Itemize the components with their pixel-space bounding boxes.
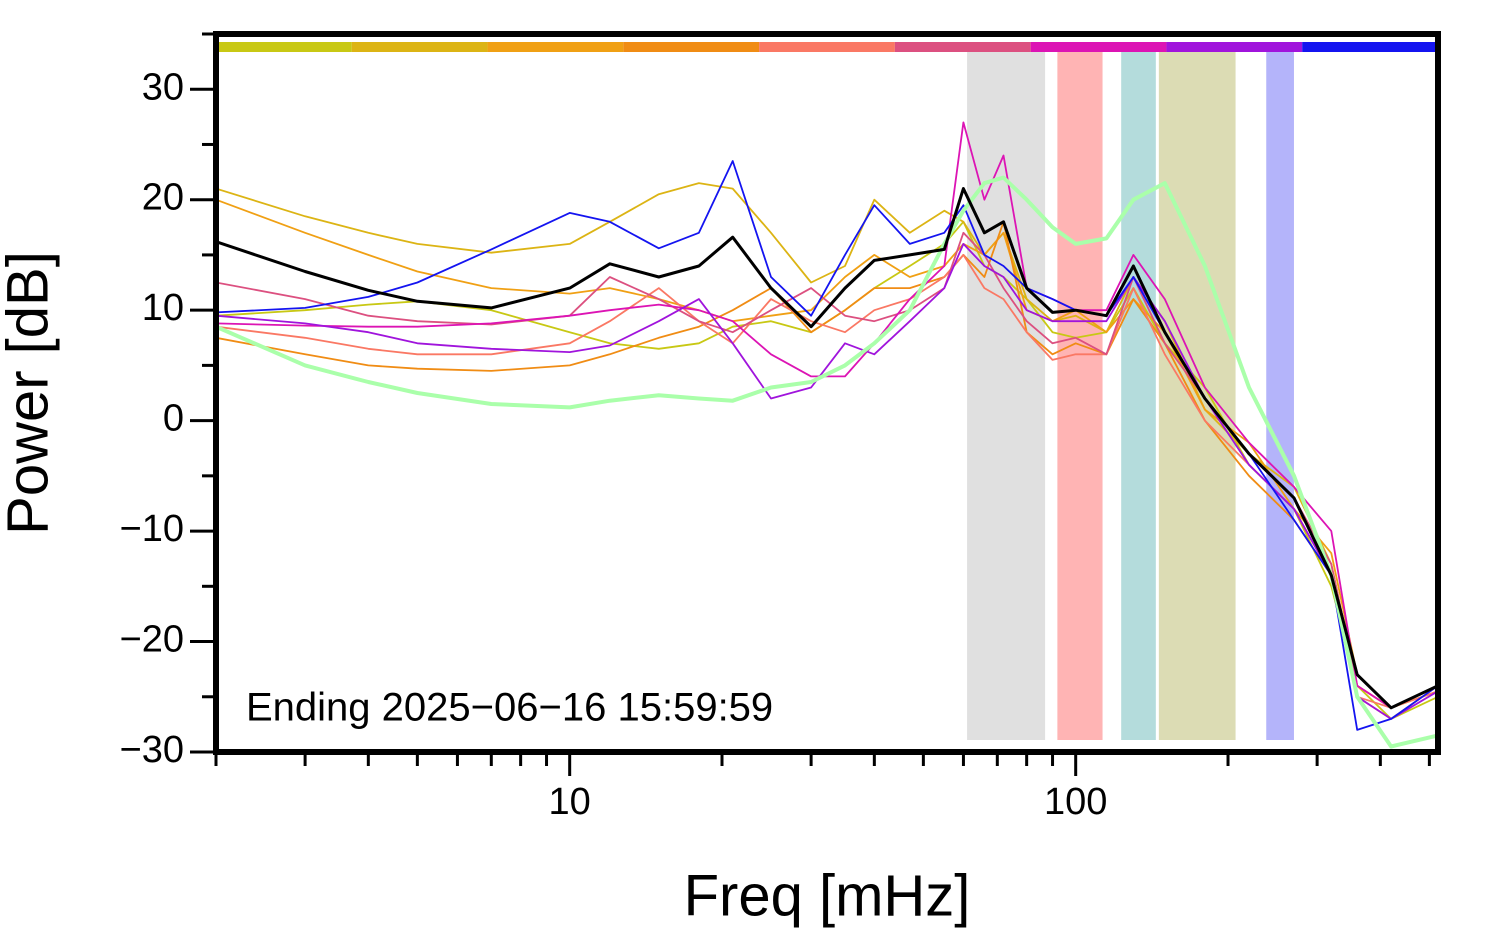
y-axis-title: Power [dB] [0, 251, 60, 535]
time-bar-segment [894, 42, 1031, 52]
annotation: Ending 2025−06−16 15:59:59 [246, 686, 773, 730]
series-line [216, 182, 1438, 709]
series-line [216, 220, 1438, 720]
band [1057, 52, 1103, 740]
y-tick-label: −30 [120, 729, 184, 771]
y-tick-label: 0 [163, 398, 184, 440]
series-line [216, 187, 1438, 710]
time-bar-segment [216, 42, 352, 52]
time-bar-segment [1030, 42, 1167, 52]
series-line [216, 160, 1438, 731]
band [967, 52, 1046, 740]
x-tick-label: 100 [1044, 781, 1107, 823]
band [1121, 52, 1156, 740]
time-bar-segment [623, 42, 760, 52]
series-line [216, 243, 1438, 720]
y-tick-label: 20 [142, 177, 184, 219]
series-line [216, 198, 1438, 709]
x-tick-label: 10 [549, 781, 591, 823]
time-bar-segment [1302, 42, 1438, 52]
band [1266, 52, 1294, 740]
y-tick-label: −10 [120, 508, 184, 550]
y-tick-label: 30 [142, 66, 184, 108]
y-tick-label: 10 [142, 287, 184, 329]
plot-lines [216, 121, 1438, 749]
x-axis-title: Freq [mHz] [684, 863, 971, 928]
series-line [216, 175, 1438, 749]
plot-frame [213, 31, 1441, 755]
time-bar-segment [759, 42, 895, 52]
time-bar-segment [351, 42, 488, 52]
time-bar-segment [487, 42, 624, 52]
time-bar-segment [1166, 42, 1303, 52]
y-tick-label: −20 [120, 619, 184, 661]
series-line [216, 121, 1438, 709]
